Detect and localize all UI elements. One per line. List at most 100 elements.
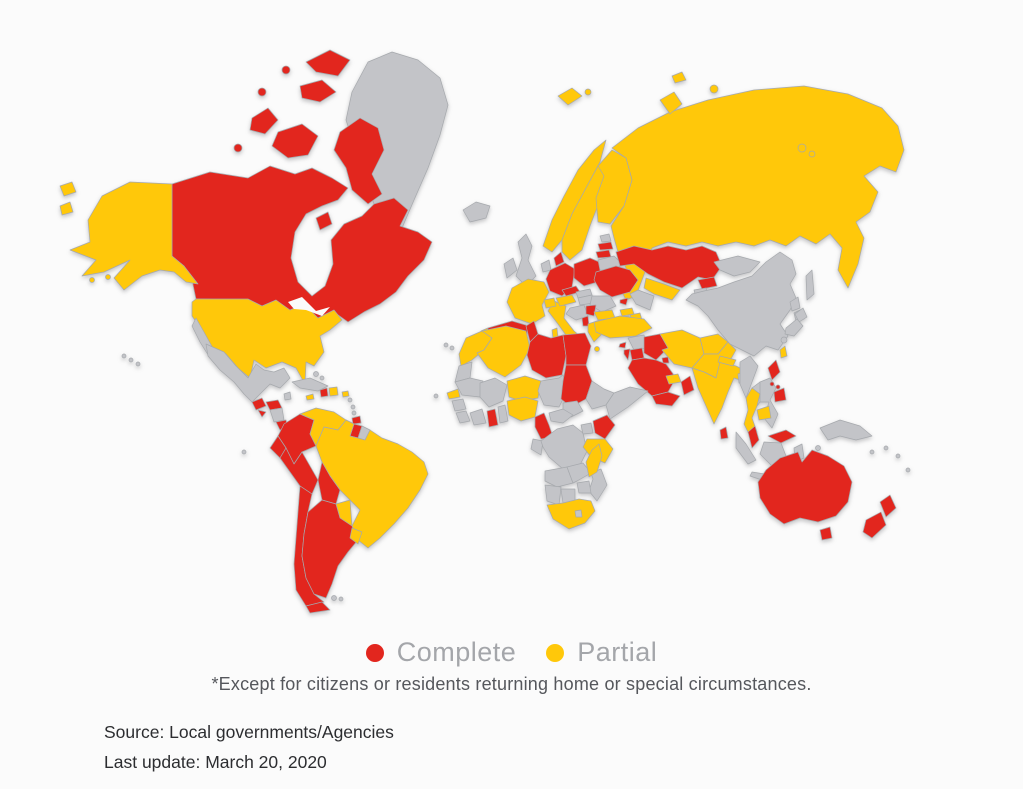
svalbard-islet: [584, 88, 592, 96]
country-switzerland: [543, 297, 557, 309]
country-dr-congo: [540, 424, 588, 470]
country-south-africa: [546, 498, 596, 530]
country-finland: [595, 149, 633, 225]
country-mali: [479, 377, 508, 408]
country-mozambique: [588, 468, 608, 502]
canary-dot-1: [449, 345, 455, 351]
country-cyprus: [618, 341, 627, 349]
southampton-island: [315, 211, 333, 231]
country-australia: [757, 449, 853, 525]
country-mexico: [205, 343, 291, 403]
country-iceland: [462, 201, 491, 223]
country-guinea: [451, 398, 467, 412]
country-united-kingdom: [515, 233, 537, 287]
country-uzbekistan: [643, 277, 681, 301]
country-puerto-rico: [341, 390, 350, 398]
country-kyrgyzstan: [697, 276, 718, 290]
country-kuwait: [661, 356, 670, 364]
country-sakhalin: [805, 269, 815, 301]
visayas-dot-1: [769, 381, 775, 387]
canary-dot-2: [443, 342, 449, 348]
country-ukraine: [593, 265, 639, 298]
sumatra: [735, 431, 757, 465]
lesser-antilles-dot-1: [347, 397, 353, 403]
country-niger: [506, 375, 542, 402]
visayas-dot-2: [775, 384, 781, 390]
arctic-islet-3: [281, 65, 291, 75]
country-peru: [279, 447, 319, 495]
ellesmere-island: [305, 49, 351, 77]
malaysia-peninsula: [747, 425, 760, 449]
aleutian-dot-1: [89, 277, 95, 283]
country-taiwan: [779, 345, 788, 359]
country-estonia: [599, 233, 612, 243]
arctic-islet-1: [233, 143, 243, 153]
moluccas-dot-2: [815, 445, 821, 451]
country-jamaica: [305, 393, 315, 401]
complete-dot: [365, 643, 384, 662]
country-el-salvador: [257, 409, 267, 418]
tasmania: [819, 526, 833, 541]
country-trinidad: [351, 415, 362, 425]
country-sierra-leone: [455, 410, 471, 424]
svalbard: [557, 87, 583, 106]
new-siberian-islands: [797, 143, 807, 153]
country-argentina: [301, 499, 359, 599]
source-block: Source: Local governments/Agencies Last …: [104, 717, 394, 777]
mindanao: [773, 387, 787, 403]
country-latvia: [597, 241, 614, 251]
kyushu: [780, 336, 788, 344]
new-siberian-islands-2: [808, 150, 816, 158]
country-kazakhstan: [615, 245, 723, 289]
country-egypt: [562, 332, 592, 366]
cape-verde-dot: [433, 393, 439, 399]
country-algeria: [476, 325, 531, 378]
country-cuba: [291, 377, 329, 392]
source-line: Source: Local governments/Agencies: [104, 722, 394, 742]
country-kenya: [592, 414, 616, 440]
country-lesotho: [574, 509, 583, 518]
country-zambia: [566, 462, 592, 484]
country-brazil: [315, 419, 429, 549]
country-uruguay: [349, 527, 363, 545]
severnaya-zemlya: [709, 84, 719, 94]
country-benelux: [540, 259, 552, 273]
country-dominican-republic: [328, 386, 339, 397]
legend-item-complete: Complete: [365, 637, 517, 668]
country-lithuania: [595, 249, 612, 259]
devon-island: [299, 79, 337, 103]
country-zimbabwe: [576, 480, 592, 494]
crimea: [619, 297, 629, 306]
legend-footnote: *Except for citizens or residents return…: [211, 674, 812, 694]
arctic-islet-2: [257, 87, 267, 97]
country-ivory-coast: [469, 408, 487, 426]
country-turkmenistan: [629, 289, 655, 311]
bahamas-dot-1: [313, 371, 319, 377]
country-mongolia: [713, 255, 761, 277]
victoria-island: [271, 123, 319, 159]
country-north-korea: [789, 296, 801, 312]
country-israel: [623, 348, 631, 361]
new-zealand-south: [862, 511, 887, 539]
aleutian-fragment-1: [59, 181, 77, 197]
country-turkey: [593, 315, 653, 339]
country-ghana: [486, 408, 499, 428]
country-gabon-congo: [530, 438, 544, 456]
pacific-dot-3: [905, 467, 911, 473]
banks-island: [249, 107, 279, 135]
tierra-del-fuego: [305, 601, 331, 614]
country-senegal: [446, 388, 461, 400]
country-denmark: [553, 251, 565, 267]
country-serbia: [585, 304, 597, 317]
alaska: [69, 181, 199, 291]
aleutian-fragment-2: [59, 201, 74, 216]
country-angola: [544, 466, 574, 488]
country-nepal: [717, 355, 737, 367]
country-libya: [526, 333, 567, 379]
country-haiti: [319, 387, 329, 398]
country-guatemala: [251, 397, 267, 411]
novaya-zemlya-islands: [659, 91, 683, 115]
country-iraq: [643, 333, 669, 361]
country-uae-qatar: [665, 373, 682, 385]
